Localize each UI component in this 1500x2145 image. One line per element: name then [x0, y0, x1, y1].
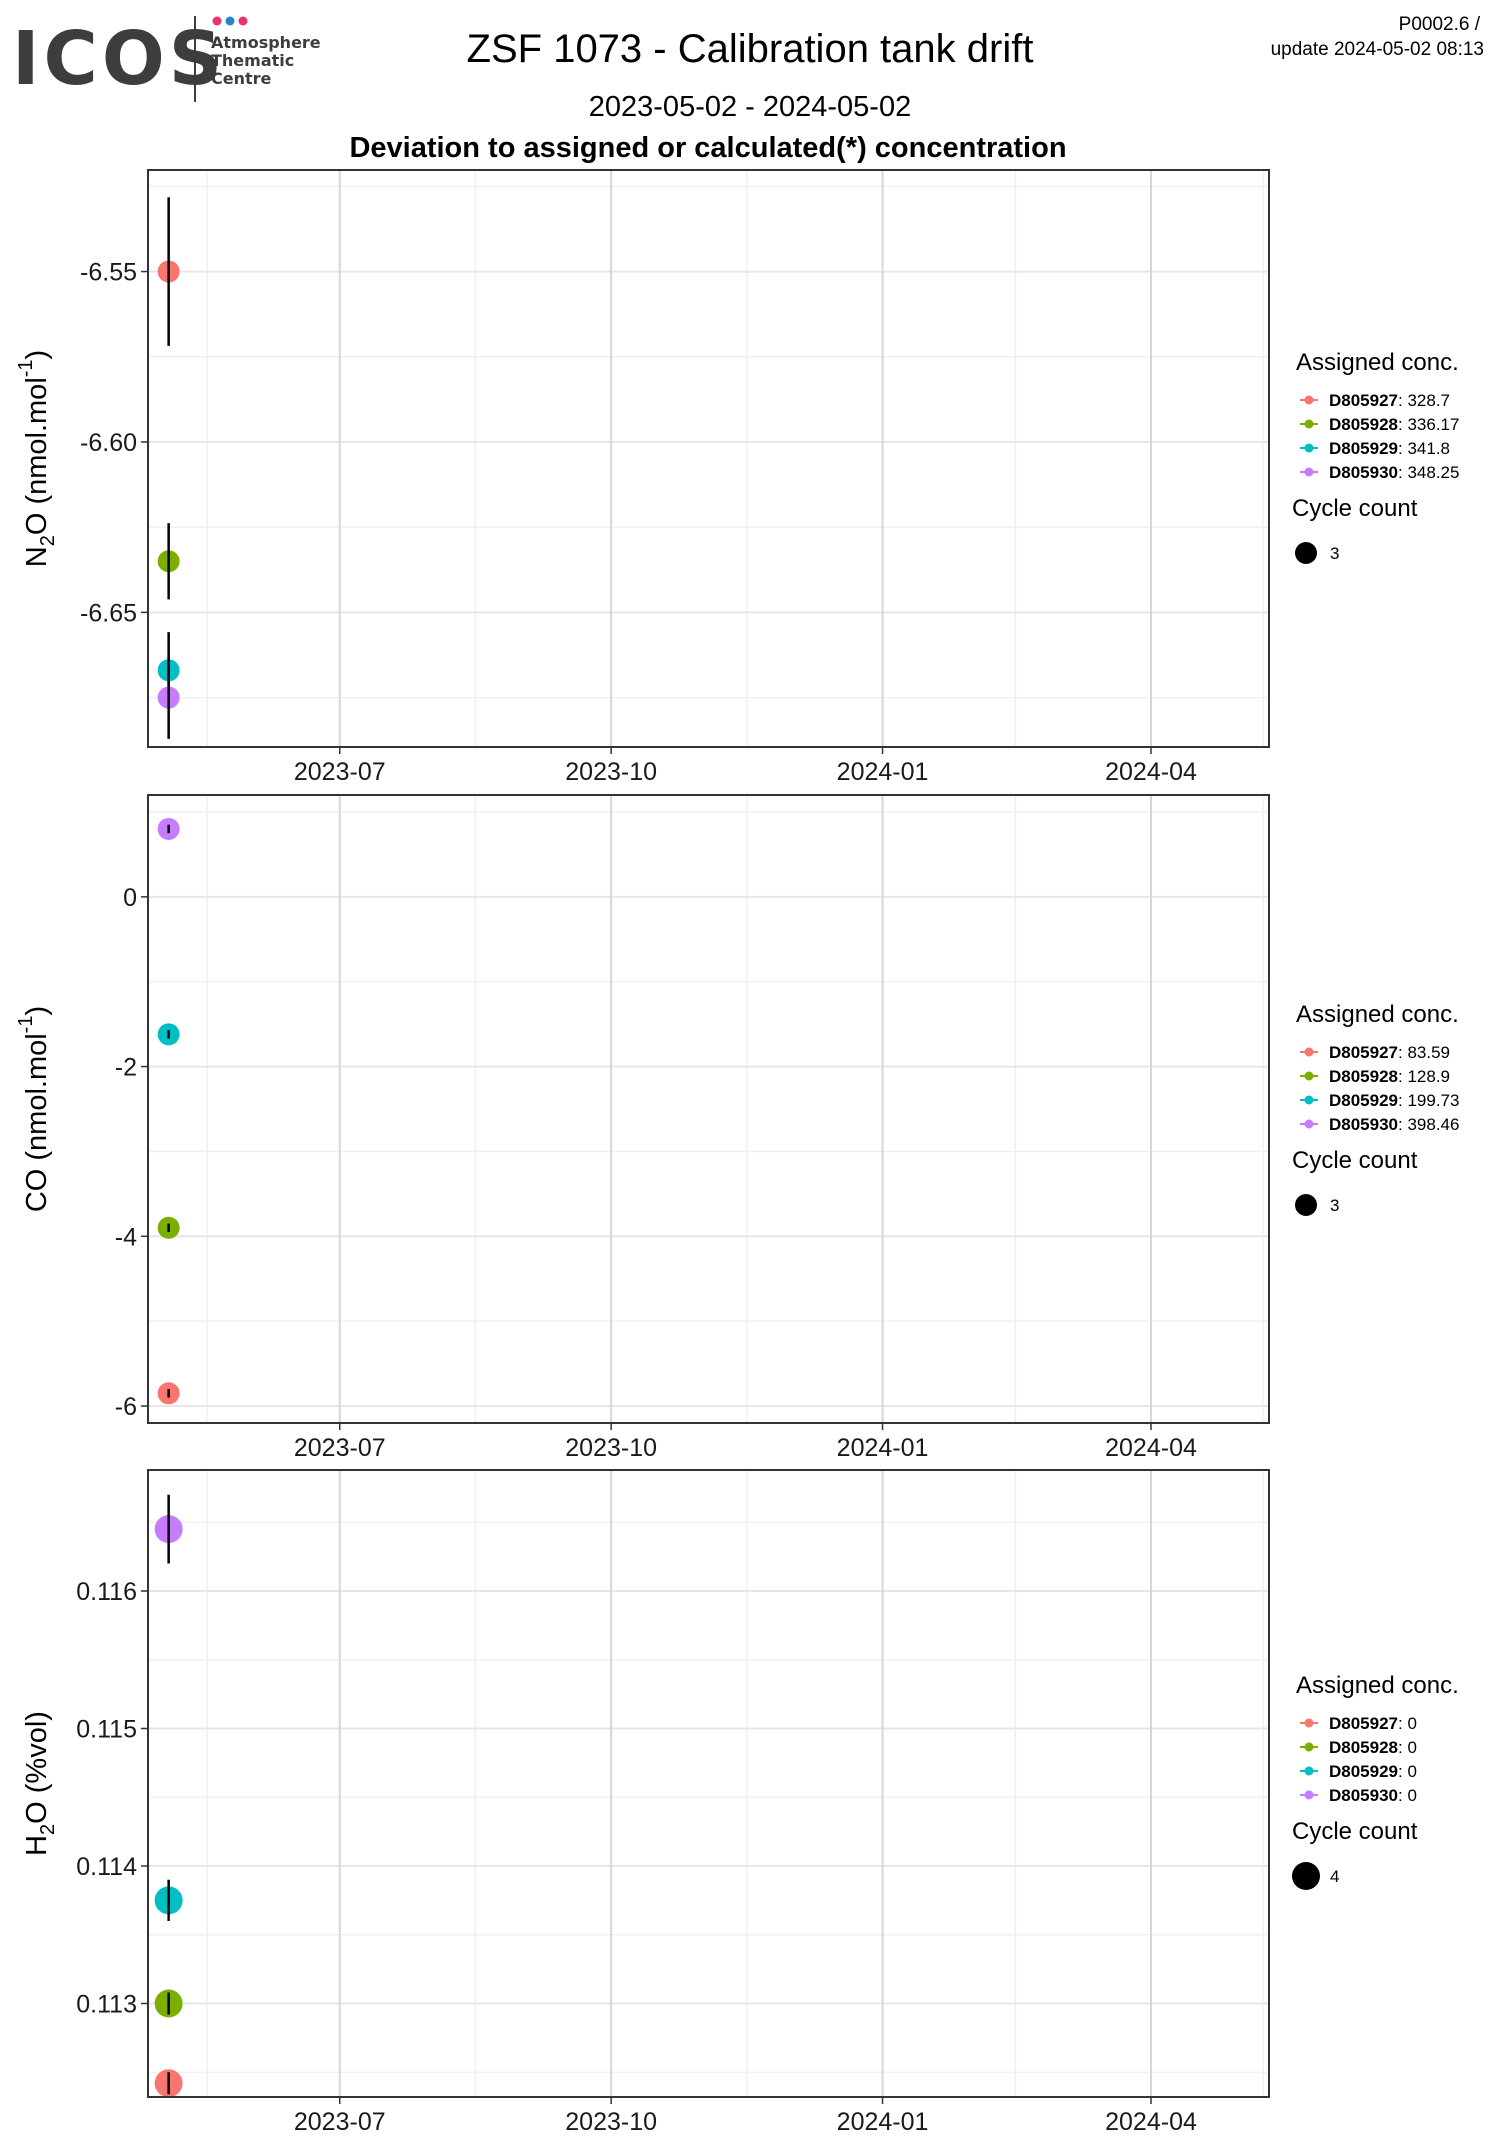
legend-key-dot	[1304, 1790, 1314, 1800]
legend-key-dot	[1304, 1071, 1314, 1081]
x-tick-label: 2024-04	[1105, 758, 1197, 786]
y-tick-label: -2	[115, 1054, 137, 1082]
x-tick-label: 2024-04	[1105, 2108, 1197, 2136]
legend-item-d805930: D805930: 398.46	[1329, 1115, 1459, 1134]
logo-sub-1: Atmosphere	[211, 33, 321, 52]
legend-title: Assigned conc.	[1296, 1672, 1459, 1699]
y-tick-label: -6.60	[80, 429, 137, 457]
logo-sub-3: Centre	[211, 69, 272, 88]
legend-size-value: 4	[1330, 1867, 1339, 1886]
x-tick-label: 2023-10	[565, 1434, 657, 1462]
legend-key-dot	[1304, 1095, 1314, 1105]
y-axis-label: H2O (%vol)	[21, 1711, 59, 1856]
version-label: P0002.6 /	[1399, 14, 1481, 35]
y-axis-label: CO (nmol.mol-1)	[15, 1006, 53, 1212]
legend-size-title: Cycle count	[1292, 1147, 1418, 1174]
legend-item-d805930: D805930: 348.25	[1329, 463, 1459, 482]
panel-h2o: 0.116 0.115 0.114 0.113 2023-07 2023-10 2024-0…	[21, 1469, 1459, 2136]
logo-dot-2	[225, 16, 235, 26]
legend-item-d805929: D805929: 341.8	[1329, 439, 1450, 458]
panel-border	[147, 169, 1270, 748]
panel-n2o: -6.55 -6.60 -6.65 2023-07 2023-10 2024-01 2024…	[15, 169, 1459, 786]
logo-text: ICOS	[12, 16, 226, 102]
legend-size-value: 3	[1330, 544, 1339, 563]
plot-area	[148, 1470, 1269, 2097]
legend-key-dot	[1304, 467, 1314, 477]
y-axis-label: N2O (nmol.mol-1)	[15, 350, 59, 567]
legend-size-dot	[1292, 1862, 1320, 1890]
logo-sub-2: Thematic	[211, 51, 294, 70]
x-tick-label: 2024-01	[837, 2108, 929, 2136]
legend-item-d805927: D805927: 328.7	[1329, 391, 1450, 410]
legend-key-dot	[1304, 1119, 1314, 1129]
update-label: update 2024-05-02 08:13	[1271, 39, 1484, 60]
legend-size-dot	[1295, 1194, 1317, 1216]
legend-key-dot	[1304, 1718, 1314, 1728]
y-tick-label: -6.55	[80, 259, 137, 287]
y-tick-label: -6	[115, 1393, 137, 1421]
legend-key-dot	[1304, 1766, 1314, 1776]
date-range: 2023-05-02 - 2024-05-02	[589, 91, 911, 123]
legend-key-dot	[1304, 1047, 1314, 1057]
figure-title: ZSF 1073 - Calibration tank drift	[467, 27, 1034, 71]
y-tick-label: 0.115	[76, 1716, 137, 1744]
logo-dot-3	[238, 16, 248, 26]
legend-key-dot	[1304, 419, 1314, 429]
figure-subtitle: Deviation to assigned or calculated(*) c…	[349, 132, 1066, 164]
x-tick-label: 2024-04	[1105, 1434, 1197, 1462]
y-tick-label: 0.116	[76, 1578, 137, 1606]
y-tick-label: 0	[123, 884, 137, 912]
legend-size-value: 3	[1330, 1196, 1339, 1215]
legend-item-d805930: D805930: 0	[1329, 1786, 1417, 1805]
x-tick-label: 2023-10	[565, 2108, 657, 2136]
panel-border	[147, 1469, 1270, 2098]
legend-item-d805928: D805928: 128.9	[1329, 1067, 1450, 1086]
panel-border	[147, 794, 1270, 1424]
legend-size-title: Cycle count	[1292, 1818, 1418, 1845]
y-tick-label: 0.114	[76, 1853, 137, 1881]
x-tick-label: 2024-01	[837, 1434, 929, 1462]
y-tick-label: -6.65	[80, 599, 137, 627]
legend-size-title: Cycle count	[1292, 495, 1418, 522]
icos-logo: ICOS Atmosphere Thematic Centre	[12, 16, 321, 102]
x-tick-label: 2023-07	[294, 1434, 386, 1462]
legend-item-d805927: D805927: 0	[1329, 1714, 1417, 1733]
x-tick-label: 2023-10	[565, 758, 657, 786]
x-tick-label: 2023-07	[294, 758, 386, 786]
legend: Assigned conc. D805927: 328.7 D805928: 336…	[1292, 349, 1459, 564]
legend-title: Assigned conc.	[1296, 349, 1459, 376]
legend-item-d805928: D805928: 336.17	[1329, 415, 1459, 434]
x-tick-label: 2023-07	[294, 2108, 386, 2136]
y-tick-label: 0.113	[76, 1991, 137, 2019]
legend-key-dot	[1304, 443, 1314, 453]
panel-co: 0 -2 -4 -6 2023-07 2023-10 2024-01 2024-04 CO (n…	[15, 794, 1459, 1462]
legend-key-dot	[1304, 1742, 1314, 1752]
legend-title: Assigned conc.	[1296, 1001, 1459, 1028]
plot-area	[148, 170, 1269, 747]
legend-size-dot	[1295, 542, 1317, 564]
y-tick-label: -4	[115, 1223, 137, 1251]
plot-area	[148, 795, 1269, 1423]
legend-item-d805929: D805929: 199.73	[1329, 1091, 1459, 1110]
legend-item-d805928: D805928: 0	[1329, 1738, 1417, 1757]
legend-item-d805929: D805929: 0	[1329, 1762, 1417, 1781]
legend: Assigned conc. D805927: 83.59 D805928: 128…	[1292, 1001, 1459, 1216]
legend-item-d805927: D805927: 83.59	[1329, 1043, 1450, 1062]
legend: Assigned conc. D805927: 0 D805928: 0 D80592…	[1292, 1672, 1459, 1890]
legend-key-dot	[1304, 395, 1314, 405]
logo-dot-1	[212, 16, 222, 26]
x-tick-label: 2024-01	[837, 758, 929, 786]
